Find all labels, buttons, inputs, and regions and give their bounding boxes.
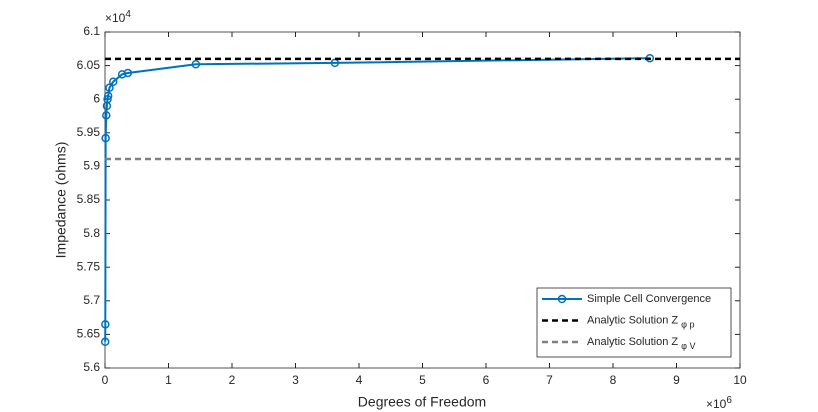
x-tick-label: 8 (610, 373, 617, 387)
legend-marker (557, 294, 567, 304)
marker (105, 83, 114, 93)
x-tick-label: 9 (673, 373, 680, 387)
x-exponent-base: ×10 (706, 397, 727, 411)
y-tick-label: 6.05 (77, 58, 101, 72)
x-tick-label: 2 (229, 373, 236, 387)
y-exponent: ×104 (105, 9, 131, 26)
y-tick-label: 5.8 (83, 226, 100, 240)
marker (191, 60, 201, 69)
y-axis-label: Impedance (ohms) (53, 142, 69, 259)
y-tick-label: 5.9 (83, 159, 100, 173)
x-tick-label: 4 (356, 373, 363, 387)
marker (103, 91, 113, 101)
x-exponent-power: 6 (726, 395, 732, 406)
y-tick-label: 5.6 (83, 360, 100, 374)
marker (103, 94, 112, 104)
y-tick-label: 6 (93, 91, 100, 105)
y-exponent-power: 4 (125, 9, 131, 20)
x-tick-label: 6 (483, 373, 490, 387)
y-tick-label: 5.95 (77, 125, 101, 139)
x-tick-label: 7 (546, 373, 553, 387)
legend-label: Simple Cell Convergence (587, 293, 711, 305)
x-tick-label: 0 (102, 373, 109, 387)
marker (101, 320, 110, 329)
x-axis-label: Degrees of Freedom (358, 394, 486, 410)
y-tick-label: 5.65 (77, 327, 101, 341)
y-exponent-base: ×10 (105, 11, 126, 25)
x-tick-label: 1 (165, 373, 172, 387)
legend-name: Simple Cell Convergence (587, 293, 711, 305)
y-tick-label: 6.1 (83, 24, 100, 38)
marker (330, 58, 340, 68)
marker (102, 111, 111, 120)
y-tick-label: 5.75 (77, 259, 101, 273)
x-tick-label: 10 (733, 373, 747, 387)
y-tick-label: 5.85 (77, 192, 101, 206)
x-tick-label: 5 (419, 373, 426, 387)
x-exponent: ×106 (706, 395, 732, 412)
y-tick-label: 5.7 (83, 293, 100, 307)
legend-subscript: φ p (681, 320, 694, 330)
x-tick-label: 3 (292, 373, 299, 387)
marker (101, 133, 110, 143)
marker (109, 77, 118, 86)
marker (123, 68, 133, 78)
marker (117, 70, 127, 79)
marker (100, 337, 110, 347)
legend-name: Analytic Solution Z (587, 314, 678, 326)
legend-name: Analytic Solution Z (587, 336, 678, 348)
legend-subscript: φ V (681, 341, 695, 351)
